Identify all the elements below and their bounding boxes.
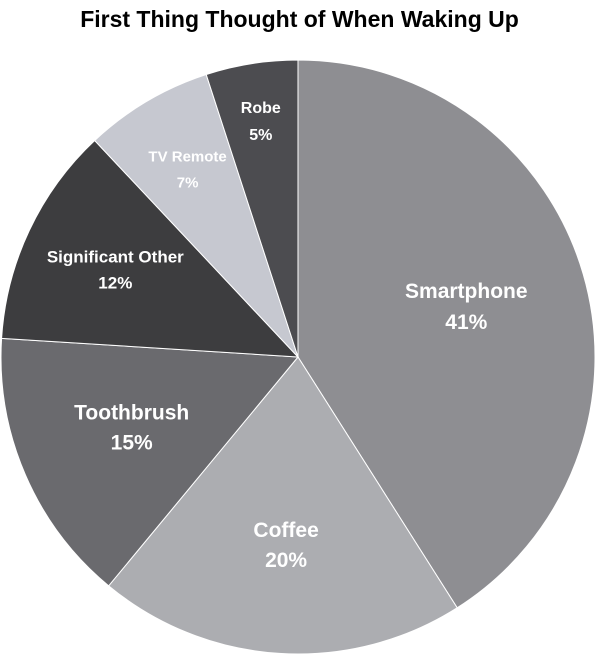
pie-labels: Smartphone 41% Coffee 20% Toothbrush 15% Signi… (47, 100, 528, 572)
pie-slices (0, 59, 596, 655)
slice-label-tv-remote: TV Remote (148, 148, 226, 165)
slice-value-robe: 5% (249, 127, 272, 144)
slice-label-smartphone: Smartphone (405, 280, 528, 303)
slice-label-robe: Robe (241, 100, 281, 117)
pie-slice-tv-remote (93, 73, 299, 358)
slice-label-significant-other: Significant Other (47, 247, 184, 266)
slice-label-toothbrush: Toothbrush (74, 402, 189, 425)
pie-slice-robe (205, 59, 299, 358)
pie-slice-toothbrush (0, 337, 300, 587)
pie-slice-significant-other (1, 139, 300, 358)
slice-value-toothbrush: 15% (111, 432, 153, 455)
slice-value-smartphone: 41% (445, 311, 487, 334)
chart-title: First Thing Thought of When Waking Up (80, 6, 519, 32)
pie-slice-smartphone (297, 59, 596, 609)
slice-value-coffee: 20% (265, 549, 307, 572)
slice-label-coffee: Coffee (253, 519, 318, 542)
slice-value-tv-remote: 7% (177, 174, 199, 191)
slice-value-significant-other: 12% (98, 273, 132, 292)
pie-slice-coffee (107, 356, 458, 655)
